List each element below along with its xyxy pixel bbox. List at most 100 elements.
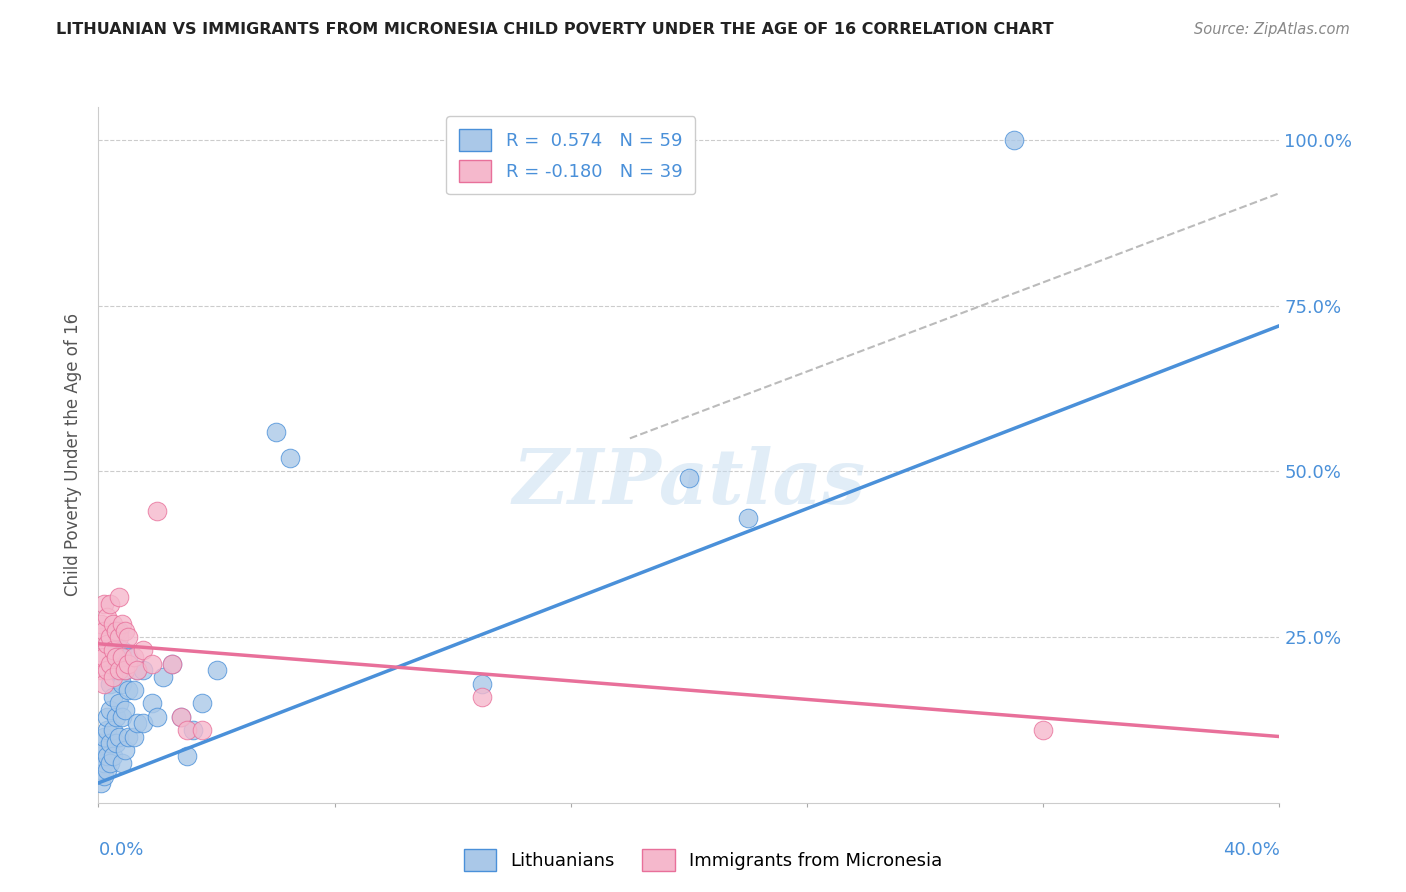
Point — [191, 697, 214, 711]
Point — [103, 663, 125, 677]
Point — [90, 650, 112, 665]
Point — [93, 769, 115, 783]
Point — [96, 663, 118, 677]
Point — [105, 663, 128, 677]
Point — [93, 650, 115, 665]
Point — [98, 630, 121, 644]
Point — [93, 676, 115, 690]
Point — [125, 663, 148, 677]
Text: 40.0%: 40.0% — [1223, 841, 1279, 859]
Point — [152, 670, 174, 684]
Point — [108, 630, 131, 644]
Point — [132, 716, 155, 731]
Point — [108, 591, 131, 605]
Point — [678, 471, 700, 485]
Point — [114, 663, 136, 677]
Point — [96, 610, 118, 624]
Point — [96, 723, 118, 737]
Legend: Lithuanians, Immigrants from Micronesia: Lithuanians, Immigrants from Micronesia — [457, 842, 949, 879]
Point — [98, 756, 121, 770]
Point — [1032, 723, 1054, 737]
Point — [90, 776, 112, 790]
Point — [278, 451, 302, 466]
Point — [93, 730, 115, 744]
Point — [93, 597, 115, 611]
Point — [114, 663, 136, 677]
Point — [162, 657, 183, 671]
Point — [111, 756, 134, 770]
Point — [111, 676, 134, 690]
Point — [90, 736, 112, 750]
Point — [103, 723, 125, 737]
Point — [90, 763, 112, 777]
Point — [90, 749, 112, 764]
Point — [93, 756, 115, 770]
Point — [105, 736, 128, 750]
Point — [471, 690, 494, 704]
Point — [108, 624, 131, 638]
Point — [170, 709, 193, 723]
Text: LITHUANIAN VS IMMIGRANTS FROM MICRONESIA CHILD POVERTY UNDER THE AGE OF 16 CORRE: LITHUANIAN VS IMMIGRANTS FROM MICRONESIA… — [56, 22, 1054, 37]
Text: Source: ZipAtlas.com: Source: ZipAtlas.com — [1194, 22, 1350, 37]
Point — [117, 650, 139, 665]
Point — [96, 763, 118, 777]
Point — [132, 663, 155, 677]
Point — [108, 650, 131, 665]
Point — [117, 630, 139, 644]
Point — [117, 730, 139, 744]
Point — [471, 676, 494, 690]
Point — [98, 597, 121, 611]
Point — [141, 697, 163, 711]
Point — [125, 716, 148, 731]
Point — [103, 749, 125, 764]
Point — [1002, 133, 1025, 147]
Legend: R =  0.574   N = 59, R = -0.180   N = 39: R = 0.574 N = 59, R = -0.180 N = 39 — [446, 116, 696, 194]
Point — [108, 697, 131, 711]
Point — [122, 730, 145, 744]
Text: 0.0%: 0.0% — [98, 841, 143, 859]
Point — [103, 690, 125, 704]
Point — [205, 663, 228, 677]
Point — [111, 650, 134, 665]
Text: ZIPatlas: ZIPatlas — [512, 446, 866, 520]
Point — [98, 676, 121, 690]
Point — [111, 616, 134, 631]
Point — [176, 723, 198, 737]
Point — [181, 723, 204, 737]
Y-axis label: Child Poverty Under the Age of 16: Child Poverty Under the Age of 16 — [65, 313, 83, 597]
Point — [96, 749, 118, 764]
Point — [90, 630, 112, 644]
Point — [103, 616, 125, 631]
Point — [117, 657, 139, 671]
Point — [90, 616, 112, 631]
Point — [111, 709, 134, 723]
Point — [146, 709, 169, 723]
Point — [132, 643, 155, 657]
Point — [105, 709, 128, 723]
Point — [105, 637, 128, 651]
Point — [737, 511, 759, 525]
Point — [114, 624, 136, 638]
Point — [114, 743, 136, 757]
Point — [146, 504, 169, 518]
Point — [96, 709, 118, 723]
Point — [122, 650, 145, 665]
Point — [117, 683, 139, 698]
Point — [114, 703, 136, 717]
Point — [108, 663, 131, 677]
Point — [93, 624, 115, 638]
Point — [98, 657, 121, 671]
Point — [103, 643, 125, 657]
Point — [264, 425, 287, 439]
Point — [176, 749, 198, 764]
Point — [105, 650, 128, 665]
Point — [125, 663, 148, 677]
Point — [108, 730, 131, 744]
Point — [96, 637, 118, 651]
Point — [98, 703, 121, 717]
Point — [98, 736, 121, 750]
Point — [93, 743, 115, 757]
Point — [141, 657, 163, 671]
Point — [162, 657, 183, 671]
Point — [90, 663, 112, 677]
